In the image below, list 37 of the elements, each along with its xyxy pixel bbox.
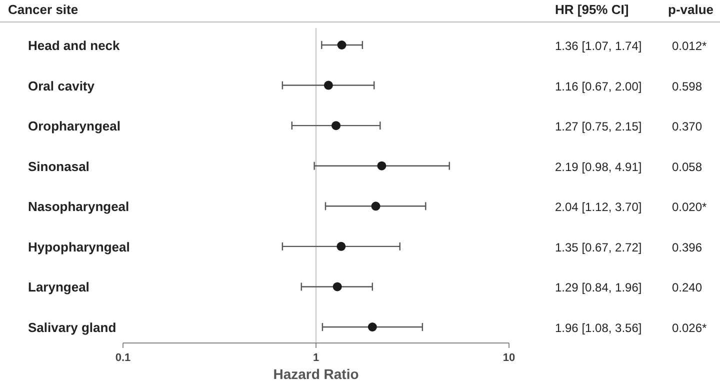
y-tick-label: Salivary gland bbox=[28, 320, 116, 335]
point bbox=[332, 282, 342, 292]
text: 0.370 bbox=[672, 120, 702, 134]
point bbox=[337, 40, 346, 50]
point bbox=[371, 202, 380, 211]
text: p-value bbox=[668, 2, 714, 17]
text: 0.240 bbox=[672, 280, 702, 295]
text: 0.020* bbox=[672, 200, 708, 214]
text: 2.04 [1.12, 3.70] bbox=[555, 200, 642, 214]
y-tick-label: Sinonasal bbox=[28, 158, 90, 174]
text: 1.29 [0.84, 1.96] bbox=[555, 280, 642, 295]
text: 0.058 bbox=[672, 160, 702, 174]
y-tick-label: Hypopharyngeal bbox=[28, 239, 130, 254]
x-tick-label: 0.1 bbox=[115, 352, 131, 364]
text: 0.026* bbox=[672, 321, 708, 335]
text: HR [95% CI] bbox=[555, 2, 629, 17]
point bbox=[332, 121, 341, 130]
text: 2.19 [0.98, 4.91] bbox=[555, 160, 642, 174]
text: 1.36 [1.07, 1.74] bbox=[555, 39, 642, 53]
text: 1.96 [1.08, 3.56] bbox=[555, 321, 642, 335]
text: 0.012* bbox=[672, 39, 708, 53]
y-tick-label: Oral cavity bbox=[28, 78, 96, 94]
point bbox=[368, 322, 377, 332]
text: 0.598 bbox=[672, 79, 702, 94]
point bbox=[336, 242, 346, 251]
y-tick-label: Oropharyngeal bbox=[28, 118, 120, 134]
text: 0.396 bbox=[672, 240, 702, 254]
y-tick-label: Laryngeal bbox=[28, 280, 90, 295]
y-axis-title: Cancer site bbox=[8, 2, 78, 17]
y-tick-label: Head and neck bbox=[28, 38, 121, 53]
y-tick-label: Nasopharyngeal bbox=[28, 199, 130, 214]
x-tick-label: 10 bbox=[502, 352, 516, 364]
text: 1.16 [0.67, 2.00] bbox=[555, 79, 642, 94]
text: 1.27 [0.75, 2.15] bbox=[555, 120, 642, 134]
x-tick-label: 1 bbox=[312, 352, 320, 364]
x-axis-title: Hazard Ratio bbox=[273, 366, 359, 382]
text: 1.35 [0.67, 2.72] bbox=[555, 240, 642, 254]
